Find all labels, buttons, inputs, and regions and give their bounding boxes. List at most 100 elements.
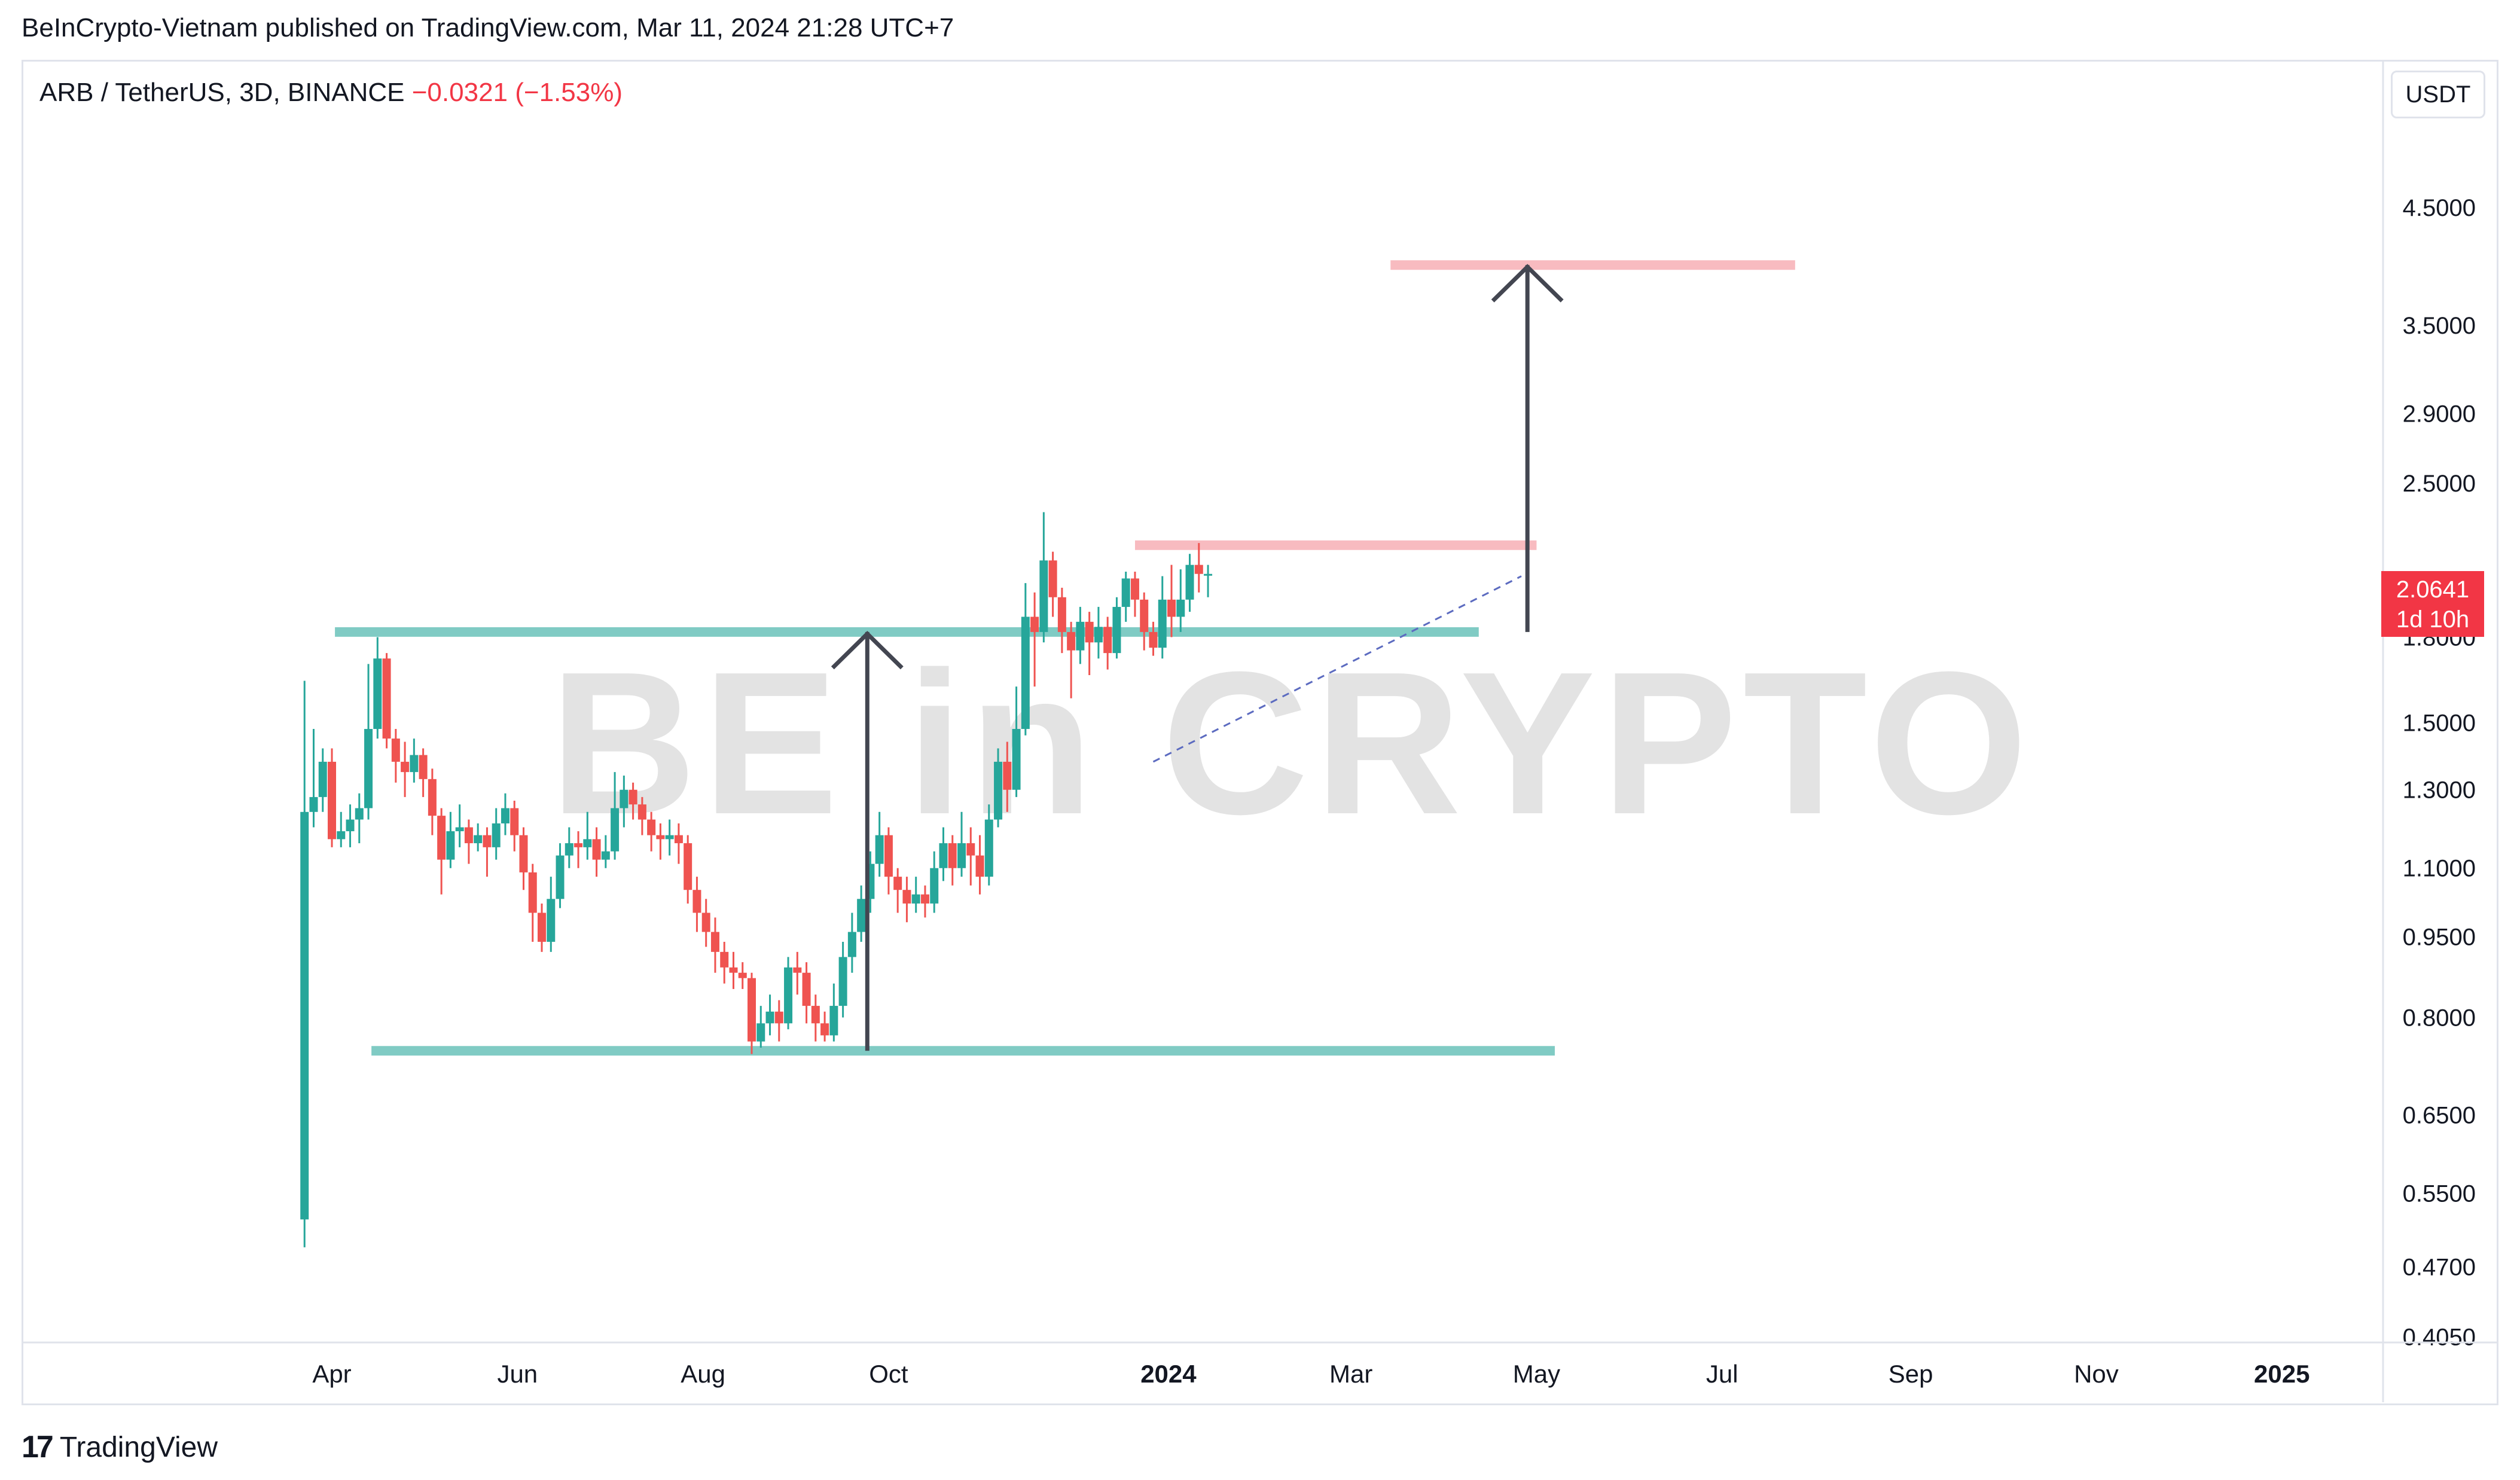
candle: [620, 775, 629, 828]
candle-body: [720, 951, 729, 968]
candle: [574, 831, 583, 868]
currency-button[interactable]: USDT: [2391, 71, 2485, 118]
candle: [1048, 551, 1057, 617]
candle: [410, 739, 419, 783]
time-tick-label: Sep: [1889, 1360, 1933, 1388]
candle: [446, 811, 455, 868]
candle-body: [620, 789, 629, 808]
candle-body: [756, 1023, 765, 1042]
candle: [756, 1006, 765, 1048]
candle: [1076, 606, 1085, 664]
candle: [765, 994, 774, 1036]
candle-body: [364, 729, 373, 808]
candle-body: [692, 890, 701, 913]
candle: [811, 994, 820, 1042]
time-tick-label: Oct: [869, 1360, 908, 1388]
candle-body: [674, 835, 683, 844]
candle: [1012, 686, 1021, 797]
candle-body: [1085, 621, 1094, 643]
candle-body: [893, 877, 902, 890]
candle-body: [547, 899, 556, 942]
candle: [857, 885, 866, 942]
candle: [592, 827, 601, 877]
candle-body: [784, 967, 793, 1024]
price-tick-label: 1.5000: [2403, 710, 2476, 737]
candle: [1167, 564, 1176, 637]
candle-body: [382, 658, 391, 739]
candle: [565, 827, 573, 868]
candle-body: [1057, 597, 1066, 632]
candle: [902, 877, 911, 923]
tradingview-footer[interactable]: 17 TradingView: [22, 1429, 218, 1465]
candle: [692, 877, 701, 932]
price-tick-label: 2.5000: [2403, 471, 2476, 497]
candle-body: [1094, 627, 1103, 643]
candle-body: [592, 839, 601, 860]
candle-body: [300, 811, 309, 1220]
candle: [1176, 569, 1185, 632]
candle-body: [847, 932, 856, 957]
candle-body: [455, 827, 464, 832]
candle-body: [410, 755, 419, 773]
candle: [464, 819, 473, 864]
arrow-head: [1491, 264, 1564, 303]
candle-body: [373, 658, 382, 730]
candle-body: [820, 1023, 829, 1036]
candle-body: [1112, 606, 1121, 654]
candle-body: [328, 761, 336, 840]
candle: [1085, 612, 1094, 676]
candle-body: [774, 1011, 783, 1024]
candle-body: [492, 823, 501, 847]
candle: [911, 877, 920, 913]
candle-body: [528, 872, 537, 913]
candle: [1130, 571, 1139, 617]
candle: [975, 835, 984, 895]
candle-body: [1067, 631, 1076, 651]
candle: [665, 819, 674, 856]
candle-body: [701, 913, 710, 932]
candle: [611, 772, 620, 860]
time-tick-label: Apr: [312, 1360, 351, 1388]
candle: [1149, 621, 1158, 656]
candle: [893, 868, 902, 913]
candle: [428, 768, 437, 835]
candle: [875, 811, 884, 877]
arrow-head: [831, 630, 904, 670]
current-price-label: 2.0641 1d 10h: [2381, 571, 2484, 637]
candle-body: [1121, 578, 1130, 607]
price-tick-label: 1.1000: [2403, 856, 2476, 882]
candle-body: [510, 808, 519, 835]
candle-body: [1021, 617, 1030, 730]
candle-body: [538, 913, 547, 942]
candle: [391, 729, 400, 783]
candle-body: [984, 819, 993, 877]
candle-body: [1194, 564, 1203, 574]
candle-body: [920, 894, 929, 904]
candle: [774, 1000, 783, 1042]
candle: [419, 748, 428, 797]
time-tick-label: Jul: [1706, 1360, 1738, 1388]
price-tick-label: 3.5000: [2403, 313, 2476, 339]
candle-body: [565, 843, 573, 856]
symbol-legend[interactable]: ARB / TetherUS, 3D, BINANCE −0.0321 (−1.…: [39, 78, 623, 108]
candle-body: [446, 831, 455, 860]
candle-body: [875, 835, 884, 864]
candle-body: [1039, 560, 1048, 632]
candle: [519, 827, 528, 890]
candle-body: [1130, 578, 1139, 600]
candle: [884, 827, 893, 895]
candle: [346, 804, 355, 847]
candle: [637, 797, 646, 835]
candle: [309, 729, 318, 828]
time-tick-label: 2024: [1140, 1360, 1197, 1388]
candle-body: [629, 789, 637, 805]
price-tick-label: 0.8000: [2403, 1005, 2476, 1031]
candle-body: [1204, 573, 1213, 576]
candle-body: [665, 835, 674, 840]
candle: [501, 793, 510, 835]
candle-body: [930, 868, 939, 904]
candle: [930, 851, 939, 913]
candle-body: [1185, 564, 1194, 600]
candle: [802, 962, 811, 1024]
